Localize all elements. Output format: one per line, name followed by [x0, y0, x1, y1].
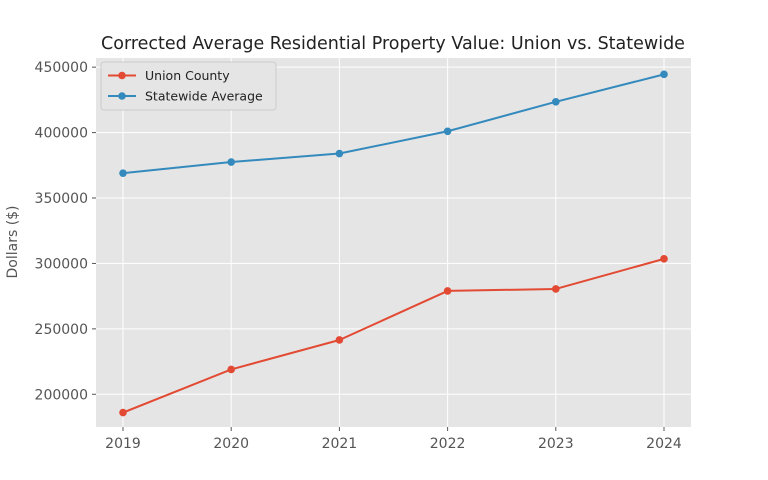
- x-tick-label: 2020: [213, 436, 249, 452]
- x-tick-label: 2023: [538, 436, 574, 452]
- y-tick-label: 450000: [35, 60, 88, 76]
- data-point-statewide-average-2023: [552, 98, 560, 106]
- chart-title: Corrected Average Residential Property V…: [101, 34, 685, 54]
- legend-marker-union-county: [118, 71, 126, 80]
- series-line-union-county: [122, 257, 665, 414]
- x-tick-label: 2021: [322, 436, 358, 452]
- x-tick-label: 2022: [430, 436, 466, 452]
- legend: Union County Statewide Average: [100, 61, 277, 111]
- data-point-union-county-2021: [335, 336, 344, 344]
- x-axis-ticks: 2019 2020 2021 2022 2023 2024: [105, 427, 682, 452]
- data-point-union-county-2023: [552, 285, 560, 293]
- y-axis-label: Dollars ($): [5, 205, 21, 278]
- series-line-statewide-average: [122, 73, 665, 175]
- plot-background: [96, 58, 691, 427]
- data-point-union-county-2019: [119, 408, 127, 417]
- y-tick-label: 350000: [35, 191, 88, 207]
- data-point-union-county-2022: [443, 287, 452, 295]
- y-tick-label: 200000: [35, 387, 88, 403]
- legend-label-statewide-average: Statewide Average: [145, 89, 263, 104]
- series-group: [119, 70, 668, 417]
- y-tick-label: 300000: [35, 256, 88, 272]
- data-point-statewide-average-2020: [227, 158, 235, 166]
- x-tick-label: 2019: [105, 436, 141, 452]
- legend-label-union-county: Union County: [145, 68, 230, 83]
- x-tick-label: 2024: [646, 436, 682, 452]
- data-point-statewide-average-2021: [335, 149, 344, 158]
- data-point-statewide-average-2022: [443, 127, 452, 136]
- data-point-union-county-2020: [227, 365, 235, 374]
- y-axis-ticks: 200000 250000 300000 350000 400000 450000: [35, 60, 96, 403]
- legend-box: [100, 61, 277, 111]
- data-point-statewide-average-2024: [660, 70, 668, 79]
- y-tick-label: 250000: [35, 322, 88, 338]
- data-point-union-county-2024: [660, 255, 668, 263]
- legend-marker-statewide-average: [118, 92, 126, 100]
- y-tick-label: 400000: [35, 126, 88, 142]
- data-point-statewide-average-2019: [119, 169, 127, 177]
